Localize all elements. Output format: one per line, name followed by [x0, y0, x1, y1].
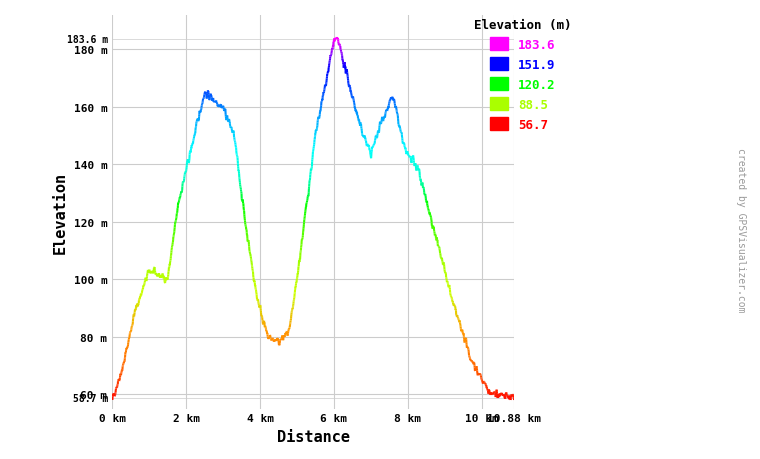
Text: 183.6 m: 183.6 m: [67, 35, 108, 45]
Text: created by GPSVisualizer.com: created by GPSVisualizer.com: [736, 147, 746, 312]
Text: 58.7 m: 58.7 m: [73, 393, 108, 403]
X-axis label: Distance: Distance: [277, 429, 350, 444]
Y-axis label: Elevation: Elevation: [53, 171, 68, 253]
Legend: 183.6, 151.9, 120.2, 88.5, 56.7: 183.6, 151.9, 120.2, 88.5, 56.7: [469, 14, 576, 136]
